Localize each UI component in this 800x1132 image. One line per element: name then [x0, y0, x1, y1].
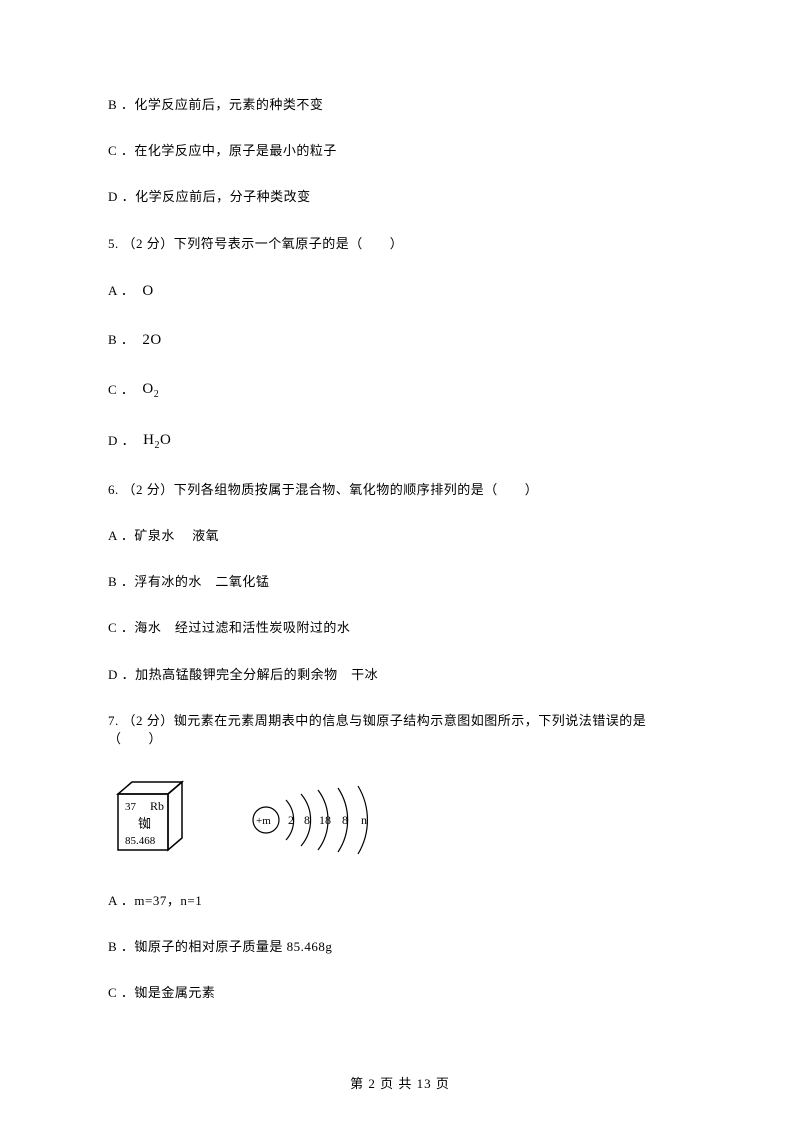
- question-6: 6. （2 分）下列各组物质按属于混合物、氧化物的顺序排列的是（ ）: [108, 481, 692, 499]
- q7-option-c: C ．铷是金属元素: [108, 984, 692, 1002]
- q7-diagram: 37 Rb 铷 85.468 +m 2 8 18 8 n: [108, 776, 692, 864]
- q7-option-a: A ．m=37，n=1: [108, 892, 692, 910]
- question-5: 5. （2 分）下列符号表示一个氧原子的是（ ）: [108, 235, 692, 253]
- element-number: 37: [125, 801, 137, 813]
- element-name: 铷: [138, 816, 151, 831]
- element-symbol: Rb: [150, 799, 164, 813]
- formula-o2: O2: [142, 379, 159, 402]
- option-b: B ．化学反应前后，元素的种类不变: [108, 96, 692, 114]
- q7-option-b: B ．铷原子的相对原子质量是 85.468g: [108, 938, 692, 956]
- option-prefix: C ．: [108, 381, 134, 399]
- atom-center: +m: [256, 815, 271, 827]
- formula-o: O: [142, 281, 153, 302]
- shell-2: 8: [304, 813, 310, 827]
- page-content: B ．化学反应前后，元素的种类不变 C ．在化学反应中，原子是最小的粒子 D ．…: [0, 0, 800, 1003]
- page-footer: 第 2 页 共 13 页: [0, 1073, 800, 1092]
- option-d: D ．化学反应前后，分子种类改变: [108, 188, 692, 206]
- q6-option-d: D ．加热高锰酸钾完全分解后的剩余物 干冰: [108, 666, 692, 684]
- element-box-svg: 37 Rb 铷 85.468: [108, 776, 196, 864]
- option-prefix: D ．: [108, 432, 135, 450]
- q5-option-a: A ． O: [108, 281, 692, 302]
- option-prefix: A ．: [108, 282, 134, 300]
- atom-structure-svg: +m 2 8 18 8 n: [246, 780, 416, 860]
- q6-option-b: B ．浮有冰的水 二氧化锰: [108, 573, 692, 591]
- q6-option-c: C ．海水 经过过滤和活性炭吸附过的水: [108, 619, 692, 637]
- element-mass: 85.468: [125, 835, 156, 847]
- q5-option-b: B ． 2O: [108, 330, 692, 351]
- shell-4: 8: [342, 813, 348, 827]
- formula-2o: 2O: [142, 330, 161, 351]
- shell-5: n: [361, 813, 367, 827]
- option-prefix: B ．: [108, 331, 134, 349]
- shell-3: 18: [319, 813, 331, 827]
- question-7: 7. （2 分）铷元素在元素周期表中的信息与铷原子结构示意图如图所示，下列说法错…: [108, 712, 692, 748]
- q6-option-a: A ．矿泉水 液氧: [108, 527, 692, 545]
- q5-option-d: D ． H2O: [108, 430, 692, 453]
- formula-h2o: H2O: [143, 430, 171, 453]
- option-c: C ．在化学反应中，原子是最小的粒子: [108, 142, 692, 160]
- q5-option-c: C ． O2: [108, 379, 692, 402]
- shell-1: 2: [288, 813, 294, 827]
